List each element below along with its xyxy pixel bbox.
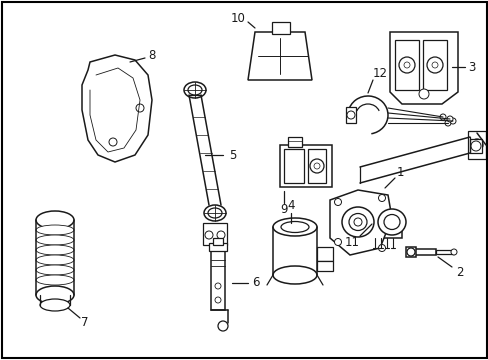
Circle shape (398, 57, 414, 73)
Bar (435, 250, 453, 254)
Polygon shape (82, 55, 152, 162)
Bar (280, 145, 331, 187)
Circle shape (204, 231, 213, 239)
Circle shape (450, 249, 456, 255)
Ellipse shape (377, 209, 405, 235)
Circle shape (470, 139, 482, 151)
Ellipse shape (272, 266, 316, 284)
Bar (346, 107, 355, 123)
Bar (316, 261, 332, 271)
Ellipse shape (341, 207, 373, 237)
Bar (287, 137, 302, 147)
Circle shape (378, 194, 385, 202)
Ellipse shape (203, 205, 225, 221)
Text: 1: 1 (395, 166, 403, 179)
Bar (307, 149, 325, 183)
Text: 8: 8 (148, 49, 155, 62)
Text: 10: 10 (230, 12, 245, 24)
Ellipse shape (36, 286, 74, 304)
Ellipse shape (383, 215, 399, 230)
Circle shape (217, 231, 224, 239)
Text: 12: 12 (372, 67, 386, 80)
Bar (469, 139, 481, 153)
Circle shape (439, 114, 445, 120)
Bar (316, 247, 332, 261)
Circle shape (215, 297, 221, 303)
Ellipse shape (272, 218, 316, 236)
Ellipse shape (353, 218, 361, 226)
Bar (422, 40, 446, 90)
Ellipse shape (36, 225, 74, 235)
Circle shape (309, 159, 324, 173)
Ellipse shape (36, 211, 74, 229)
Circle shape (215, 283, 221, 289)
Polygon shape (405, 247, 415, 257)
Bar (213, 238, 223, 245)
Circle shape (334, 198, 341, 206)
Text: 3: 3 (468, 60, 475, 73)
Circle shape (218, 321, 227, 331)
Text: 6: 6 (252, 276, 259, 289)
Text: 4: 4 (286, 198, 294, 212)
Ellipse shape (36, 275, 74, 285)
Text: 5: 5 (229, 149, 236, 162)
Bar (203, 223, 226, 245)
Text: 2: 2 (455, 266, 463, 279)
Circle shape (378, 244, 385, 252)
Circle shape (444, 120, 450, 126)
Bar (210, 248, 224, 310)
Circle shape (449, 118, 455, 124)
Ellipse shape (36, 265, 74, 275)
Ellipse shape (187, 85, 202, 95)
Circle shape (406, 248, 414, 256)
Bar (271, 22, 289, 34)
Text: 9: 9 (280, 202, 287, 216)
Bar (394, 40, 418, 90)
Bar (284, 149, 304, 183)
Ellipse shape (348, 213, 366, 230)
Text: 7: 7 (81, 315, 88, 328)
Circle shape (136, 104, 143, 112)
Ellipse shape (36, 245, 74, 255)
Polygon shape (247, 32, 311, 80)
Circle shape (313, 163, 319, 169)
Ellipse shape (183, 82, 205, 98)
Ellipse shape (281, 221, 308, 233)
Ellipse shape (36, 255, 74, 265)
Circle shape (431, 62, 437, 68)
Ellipse shape (36, 235, 74, 245)
Bar (467, 131, 485, 159)
Bar (208, 243, 226, 251)
Bar (369, 218, 401, 238)
Circle shape (346, 111, 354, 119)
Ellipse shape (40, 299, 70, 311)
Polygon shape (329, 190, 391, 255)
Circle shape (446, 116, 452, 122)
Text: 11: 11 (344, 235, 359, 248)
Circle shape (403, 62, 409, 68)
Ellipse shape (207, 208, 222, 218)
Circle shape (334, 239, 341, 246)
Circle shape (426, 57, 442, 73)
Circle shape (418, 89, 428, 99)
Bar (407, 249, 435, 255)
Polygon shape (389, 32, 457, 104)
Circle shape (109, 138, 117, 146)
Circle shape (470, 141, 480, 151)
